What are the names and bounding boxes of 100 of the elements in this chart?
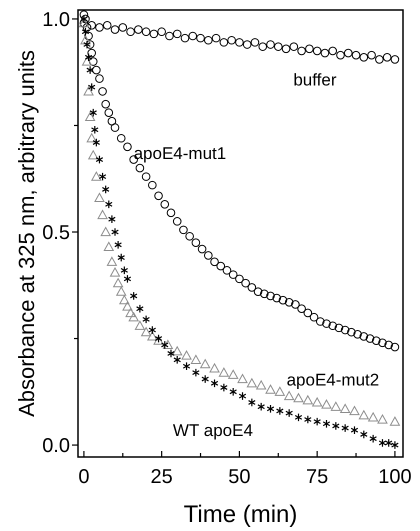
point	[340, 404, 350, 413]
y-tick-label: 1.0	[42, 8, 70, 31]
x-tick-label: 0	[78, 466, 90, 488]
point	[220, 383, 228, 392]
point	[238, 374, 248, 384]
point	[352, 50, 360, 60]
point	[92, 66, 101, 74]
point	[358, 410, 369, 420]
point	[290, 42, 298, 51]
point	[94, 192, 104, 202]
point	[284, 298, 294, 307]
point	[266, 292, 275, 300]
point	[86, 66, 94, 74]
point	[349, 406, 360, 416]
point	[227, 36, 236, 45]
point	[147, 331, 158, 341]
point	[130, 292, 138, 300]
point	[122, 302, 132, 311]
point	[235, 38, 244, 47]
point	[304, 308, 312, 318]
point	[80, 10, 88, 19]
series-label: WT apoE4	[172, 421, 253, 440]
point	[82, 27, 90, 36]
point	[310, 312, 318, 322]
point	[173, 355, 182, 364]
x-tick-label: 75	[306, 466, 328, 488]
point	[102, 21, 112, 30]
point	[320, 48, 330, 58]
point	[92, 138, 100, 147]
point	[322, 419, 330, 428]
point	[142, 27, 150, 36]
series-label: apoE4-mut2	[286, 370, 380, 390]
point	[294, 412, 302, 422]
point	[98, 172, 106, 182]
point	[204, 251, 213, 260]
point	[84, 86, 94, 96]
point	[86, 40, 94, 49]
point	[254, 287, 262, 296]
point	[96, 155, 104, 164]
point	[100, 227, 111, 236]
point	[222, 266, 232, 275]
point	[134, 320, 145, 330]
point	[260, 289, 269, 298]
point	[80, 14, 88, 24]
point	[185, 232, 194, 241]
point	[266, 404, 274, 414]
point	[172, 217, 182, 226]
point	[106, 256, 117, 266]
point	[104, 200, 113, 209]
point	[229, 387, 238, 396]
point	[84, 52, 92, 62]
point	[128, 312, 139, 322]
point	[375, 55, 384, 64]
point	[336, 50, 345, 60]
point	[210, 363, 220, 372]
point	[110, 123, 120, 132]
point	[316, 317, 325, 326]
point	[111, 228, 119, 236]
point	[294, 393, 304, 402]
point	[258, 42, 268, 51]
point	[98, 210, 108, 220]
point	[167, 349, 175, 358]
point	[322, 319, 331, 328]
point	[228, 370, 238, 379]
point	[235, 274, 244, 284]
point	[179, 226, 188, 234]
point	[341, 424, 350, 432]
point	[85, 112, 96, 122]
point	[95, 74, 104, 83]
point	[210, 378, 218, 388]
point	[172, 30, 182, 38]
point	[390, 416, 400, 426]
point	[182, 350, 192, 360]
point	[200, 359, 210, 368]
point	[104, 242, 114, 252]
y-tick-label: 0.5	[42, 222, 70, 244]
point	[192, 238, 200, 247]
point	[377, 414, 388, 424]
point	[266, 384, 276, 394]
point	[216, 262, 226, 270]
point	[212, 34, 220, 42]
point	[196, 34, 205, 42]
point	[136, 304, 144, 314]
point	[88, 57, 98, 66]
point	[160, 200, 170, 209]
point	[188, 32, 198, 40]
point	[218, 368, 229, 377]
point	[350, 426, 358, 435]
point	[302, 395, 313, 404]
point	[84, 32, 93, 40]
point	[366, 334, 374, 343]
point	[210, 258, 219, 266]
point	[124, 274, 132, 284]
point	[118, 23, 128, 32]
point	[312, 46, 322, 56]
point	[113, 278, 124, 288]
point	[297, 304, 306, 314]
point	[108, 116, 116, 126]
point	[166, 208, 176, 218]
point	[134, 25, 143, 34]
